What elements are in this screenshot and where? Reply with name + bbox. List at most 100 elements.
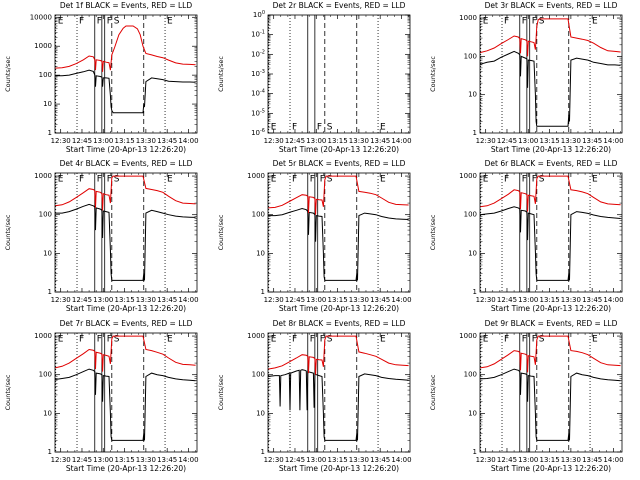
x-tick-label: 12:45 bbox=[497, 296, 517, 304]
series-line-lld bbox=[479, 175, 621, 212]
event-marker-label: E bbox=[271, 123, 277, 133]
x-tick-label: 12:45 bbox=[72, 296, 92, 304]
chart-title: Det 9r BLACK = Events, RED = LLD bbox=[485, 319, 618, 328]
event-marker-label: F bbox=[79, 335, 84, 345]
x-tick-label: 13:45 bbox=[582, 137, 602, 145]
x-tick-label: 13:30 bbox=[349, 137, 369, 145]
series-line-events bbox=[54, 368, 196, 441]
y-tick-label: 10 bbox=[256, 249, 265, 257]
y-tick-label: 1 bbox=[473, 288, 477, 296]
x-axis-label: Start Time (20-Apr-13 12:26:20) bbox=[491, 145, 611, 154]
x-axis-label: Start Time (20-Apr-13 12:26:20) bbox=[66, 145, 186, 154]
plot-frame bbox=[54, 332, 198, 453]
x-tick-label: 12:45 bbox=[285, 296, 305, 304]
event-marker-label: E bbox=[167, 175, 173, 185]
x-tick-label: 12:30 bbox=[476, 296, 496, 304]
y-tick-label: 10 bbox=[468, 91, 477, 99]
event-marker-label: F bbox=[504, 175, 509, 185]
x-axis-label: Start Time (20-Apr-13 12:26:20) bbox=[491, 464, 611, 473]
event-marker-label: E bbox=[58, 175, 64, 185]
event-marker-label: F bbox=[97, 175, 102, 185]
event-marker-label: E bbox=[58, 335, 64, 345]
event-marker-label: F bbox=[504, 335, 509, 345]
x-tick-label: 13:30 bbox=[349, 456, 369, 464]
chart-title: Det 8r BLACK = Events, RED = LLD bbox=[273, 319, 406, 328]
x-tick-label: 13:30 bbox=[561, 137, 581, 145]
x-tick-label: 13:45 bbox=[370, 456, 390, 464]
event-marker-label: F bbox=[292, 175, 297, 185]
x-axis-label: Start Time (20-Apr-13 12:26:20) bbox=[279, 464, 399, 473]
chart-title: Det 2r BLACK = Events, RED = LLD bbox=[273, 1, 406, 10]
y-axis-label: Counts/sec bbox=[429, 214, 437, 250]
event-marker-label: E bbox=[167, 335, 173, 345]
x-tick-label: 13:00 bbox=[518, 137, 538, 145]
y-tick-label: 10-4 bbox=[251, 88, 265, 98]
plot-frame bbox=[479, 332, 623, 453]
series-line-lld bbox=[54, 25, 196, 72]
y-tick-label: 10-3 bbox=[251, 69, 265, 79]
event-marker-label: F bbox=[310, 335, 315, 345]
chart-panel-det-9: Det 9r BLACK = Events, RED = LLD Counts/s… bbox=[429, 319, 624, 473]
y-tick-label: 1 bbox=[48, 448, 52, 456]
x-tick-label: 12:45 bbox=[72, 137, 92, 145]
event-marker-label: E bbox=[592, 17, 598, 27]
x-tick-label: 12:30 bbox=[264, 296, 284, 304]
event-marker-label: F bbox=[317, 123, 322, 133]
y-tick-label: 100 bbox=[253, 10, 265, 20]
event-marker-label: S bbox=[327, 123, 333, 133]
y-tick-label: 1 bbox=[261, 448, 265, 456]
x-tick-label: 13:45 bbox=[370, 296, 390, 304]
chart-title: Det 7r BLACK = Events, RED = LLD bbox=[60, 319, 193, 328]
plot-frame bbox=[479, 14, 623, 134]
y-tick-label: 10-6 bbox=[251, 128, 265, 138]
y-tick-label: 10 bbox=[43, 249, 52, 257]
x-tick-label: 12:30 bbox=[51, 456, 71, 464]
x-tick-label: 14:00 bbox=[391, 456, 411, 464]
event-marker-label: F bbox=[79, 175, 84, 185]
plot-frame bbox=[54, 14, 198, 134]
x-tick-label: 13:15 bbox=[539, 137, 559, 145]
x-axis-label: Start Time (20-Apr-13 12:26:20) bbox=[279, 145, 399, 154]
x-tick-label: 14:00 bbox=[178, 296, 198, 304]
chart-panel-det-3: Det 3r BLACK = Events, RED = LLD Counts/s… bbox=[429, 1, 624, 154]
x-tick-label: 14:00 bbox=[603, 456, 623, 464]
x-tick-label: 13:15 bbox=[539, 456, 559, 464]
series-line-lld bbox=[267, 335, 409, 375]
event-marker-label: F bbox=[522, 17, 527, 27]
x-tick-label: 13:15 bbox=[114, 296, 134, 304]
x-tick-label: 13:15 bbox=[327, 137, 347, 145]
event-marker-label: E bbox=[271, 335, 277, 345]
y-tick-label: 10 bbox=[43, 409, 52, 417]
x-tick-label: 13:00 bbox=[518, 456, 538, 464]
event-marker-label: F bbox=[532, 335, 537, 345]
event-marker-label: E bbox=[380, 335, 386, 345]
y-axis-label: Counts/sec bbox=[429, 374, 437, 410]
x-tick-label: 12:30 bbox=[476, 456, 496, 464]
series-line-lld bbox=[54, 335, 196, 372]
x-tick-label: 12:30 bbox=[264, 456, 284, 464]
y-tick-label: 1 bbox=[473, 129, 477, 137]
event-marker-label: F bbox=[522, 175, 527, 185]
event-marker-label: S bbox=[114, 335, 120, 345]
series-line-lld bbox=[267, 175, 409, 215]
x-tick-label: 13:15 bbox=[327, 456, 347, 464]
chart-title: Det 6r BLACK = Events, RED = LLD bbox=[485, 159, 618, 168]
y-axis-label: Counts/sec bbox=[4, 374, 12, 410]
y-tick-label: 100 bbox=[464, 371, 477, 379]
x-tick-label: 13:45 bbox=[157, 137, 177, 145]
x-tick-label: 13:15 bbox=[539, 296, 559, 304]
event-marker-label: F bbox=[97, 17, 102, 27]
plot-frame bbox=[479, 172, 623, 293]
series-line-events bbox=[479, 368, 621, 441]
y-tick-label: 10 bbox=[468, 409, 477, 417]
x-tick-label: 12:45 bbox=[72, 456, 92, 464]
series-line-events bbox=[479, 206, 621, 281]
chart-panel-det-8: Det 8r BLACK = Events, RED = LLD Counts/s… bbox=[217, 319, 412, 473]
event-marker-label: E bbox=[271, 175, 277, 185]
x-tick-label: 13:30 bbox=[561, 296, 581, 304]
chart-title: Det 1f BLACK = Events, RED = LLD bbox=[60, 1, 193, 10]
x-tick-label: 13:00 bbox=[306, 456, 326, 464]
y-axis-label: Counts/sec bbox=[217, 56, 225, 92]
y-tick-label: 1000 bbox=[34, 172, 52, 180]
